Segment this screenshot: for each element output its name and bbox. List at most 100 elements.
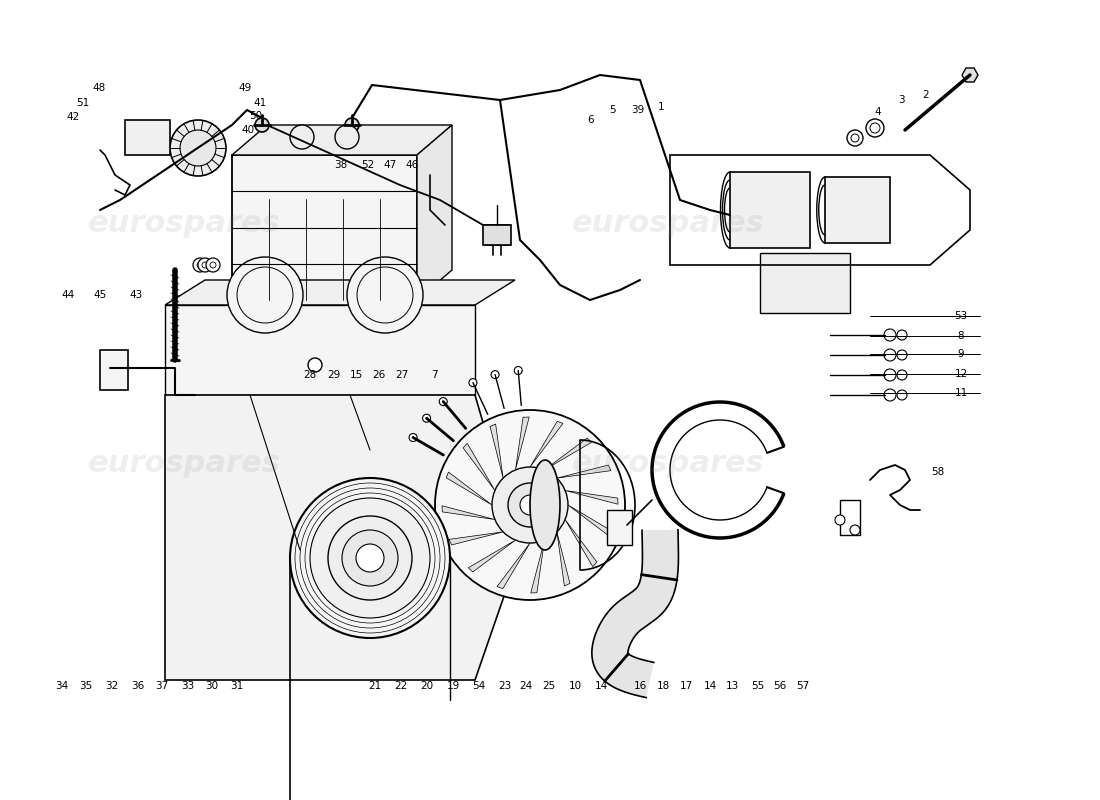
Bar [485, 225, 509, 245]
Circle shape [835, 515, 845, 525]
Polygon shape [962, 68, 978, 82]
Text: 47: 47 [384, 160, 397, 170]
Text: 9: 9 [958, 349, 965, 359]
Polygon shape [497, 543, 530, 589]
Circle shape [884, 389, 896, 401]
Circle shape [356, 544, 384, 572]
Circle shape [508, 483, 552, 527]
Text: 30: 30 [206, 681, 219, 691]
Text: 51: 51 [76, 98, 89, 108]
Bar [730, 172, 810, 248]
Text: 13: 13 [725, 681, 738, 691]
Text: 18: 18 [657, 681, 670, 691]
Circle shape [439, 398, 448, 406]
Text: 10: 10 [569, 681, 582, 691]
Text: 44: 44 [62, 290, 75, 300]
Text: eurospares: eurospares [572, 450, 764, 478]
Text: 19: 19 [447, 681, 460, 691]
Circle shape [308, 358, 322, 372]
Text: 46: 46 [406, 160, 419, 170]
Circle shape [346, 257, 424, 333]
Text: eurospares: eurospares [572, 210, 764, 238]
Circle shape [884, 369, 896, 381]
Text: 24: 24 [519, 681, 532, 691]
Circle shape [492, 467, 568, 543]
Text: 8: 8 [958, 331, 965, 341]
Text: 58: 58 [932, 467, 945, 477]
Text: 14: 14 [703, 681, 716, 691]
Text: 38: 38 [334, 160, 348, 170]
Text: 40: 40 [241, 125, 254, 135]
Text: 39: 39 [631, 105, 645, 115]
Circle shape [422, 414, 430, 422]
Polygon shape [490, 424, 503, 478]
Circle shape [310, 498, 430, 618]
Text: 45: 45 [94, 290, 107, 300]
Text: 43: 43 [130, 290, 143, 300]
Text: 35: 35 [79, 681, 92, 691]
Text: 6: 6 [587, 115, 594, 125]
Circle shape [180, 130, 216, 166]
Polygon shape [449, 532, 503, 545]
Polygon shape [442, 506, 495, 519]
Circle shape [434, 410, 625, 600]
Bar [760, 253, 850, 313]
Polygon shape [232, 125, 452, 155]
Circle shape [290, 478, 450, 638]
Text: 57: 57 [796, 681, 810, 691]
Text: 42: 42 [66, 112, 79, 122]
Circle shape [847, 130, 864, 146]
Text: 34: 34 [55, 681, 68, 691]
Polygon shape [417, 125, 452, 300]
Circle shape [491, 370, 499, 378]
Polygon shape [568, 505, 614, 538]
Text: 11: 11 [955, 388, 968, 398]
Text: 33: 33 [182, 681, 195, 691]
Polygon shape [516, 417, 529, 470]
Text: 26: 26 [373, 370, 386, 380]
Polygon shape [557, 532, 570, 586]
Circle shape [227, 257, 302, 333]
Text: 49: 49 [239, 83, 252, 93]
Text: 25: 25 [542, 681, 556, 691]
Circle shape [409, 434, 417, 442]
Text: 28: 28 [304, 370, 317, 380]
Polygon shape [463, 443, 495, 490]
Circle shape [896, 390, 907, 400]
Bar [825, 177, 890, 243]
Circle shape [255, 118, 270, 132]
Polygon shape [565, 490, 618, 504]
Polygon shape [165, 395, 520, 680]
Bar [125, 120, 170, 155]
Circle shape [896, 350, 907, 360]
Polygon shape [592, 530, 679, 698]
Bar [100, 350, 128, 390]
Text: 2: 2 [923, 90, 930, 100]
Text: 55: 55 [751, 681, 764, 691]
Circle shape [192, 258, 207, 272]
Circle shape [866, 119, 884, 137]
Text: 27: 27 [395, 370, 408, 380]
Circle shape [170, 120, 226, 176]
Text: 5: 5 [609, 105, 616, 115]
Polygon shape [531, 540, 544, 593]
Text: 56: 56 [773, 681, 786, 691]
Text: 32: 32 [106, 681, 119, 691]
Text: 17: 17 [680, 681, 693, 691]
Circle shape [514, 366, 522, 374]
Text: 21: 21 [368, 681, 382, 691]
Text: 52: 52 [362, 160, 375, 170]
Text: 54: 54 [472, 681, 485, 691]
Text: 1: 1 [658, 102, 664, 112]
Ellipse shape [530, 460, 560, 550]
Text: 4: 4 [874, 107, 881, 117]
Text: 50: 50 [250, 111, 263, 121]
Bar [840, 500, 860, 535]
Circle shape [336, 125, 359, 149]
Text: 36: 36 [131, 681, 144, 691]
Text: eurospares: eurospares [88, 450, 280, 478]
Text: 7: 7 [431, 370, 438, 380]
Circle shape [198, 258, 212, 272]
Circle shape [290, 125, 314, 149]
Circle shape [896, 370, 907, 380]
